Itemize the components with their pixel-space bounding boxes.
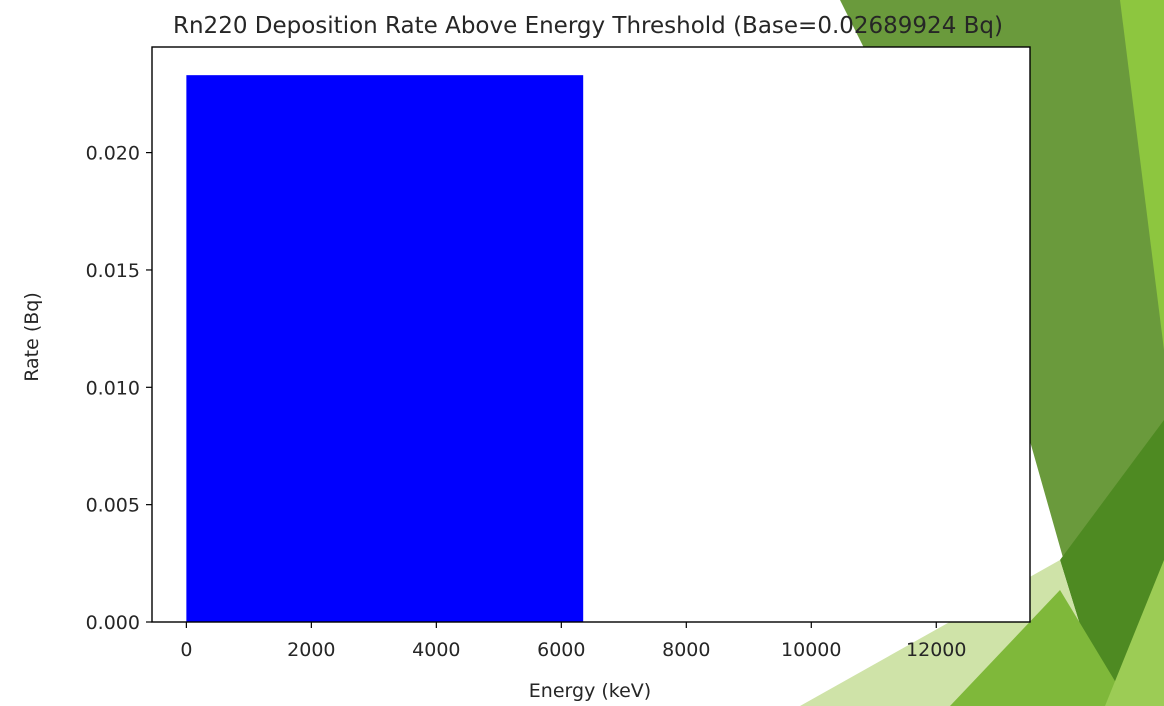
x-tick-label: 6000 xyxy=(537,639,585,661)
x-tick-label: 12000 xyxy=(906,639,966,661)
deco-triangle-lime xyxy=(1105,560,1164,706)
x-tick-label: 4000 xyxy=(412,639,460,661)
deco-triangle-bright xyxy=(1120,0,1164,350)
y-axis-ticks: 0.000 0.005 0.010 0.015 0.020 xyxy=(86,143,152,634)
y-tick-label: 0.020 xyxy=(86,143,140,165)
x-tick-label: 0 xyxy=(180,639,192,661)
chart-title: Rn220 Deposition Rate Above Energy Thres… xyxy=(173,13,1003,39)
y-tick-label: 0.000 xyxy=(86,612,140,634)
x-tick-label: 8000 xyxy=(662,639,710,661)
x-axis-label: Energy (keV) xyxy=(529,680,651,702)
x-tick-label: 2000 xyxy=(287,639,335,661)
plot-frame xyxy=(151,46,1031,623)
y-tick-label: 0.010 xyxy=(86,377,140,399)
x-axis-ticks: 0 2000 4000 6000 8000 10000 12000 xyxy=(180,622,966,661)
y-tick-label: 0.015 xyxy=(86,260,140,282)
y-axis-label: Rate (Bq) xyxy=(21,292,43,382)
y-tick-label: 0.005 xyxy=(86,495,140,517)
deco-triangle-mid xyxy=(950,590,1130,706)
bars-layer xyxy=(186,75,584,622)
bar-0 xyxy=(186,75,584,622)
x-tick-label: 10000 xyxy=(781,639,841,661)
